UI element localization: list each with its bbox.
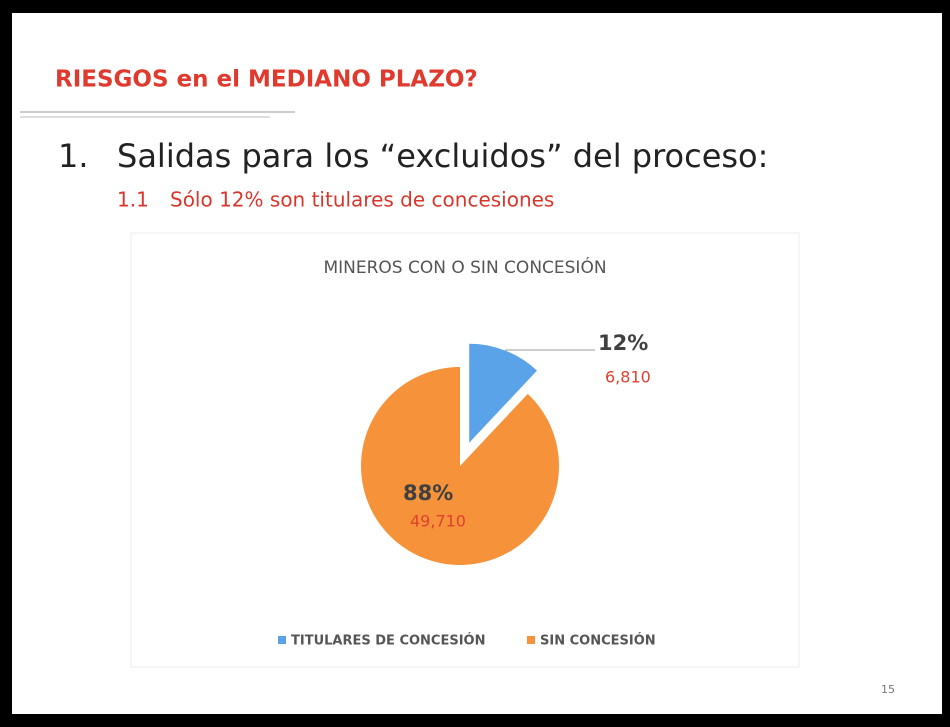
chart-frame — [130, 232, 800, 668]
subheading: Sólo 12% son titulares de concesiones — [170, 188, 554, 212]
percent-label: 88% — [403, 481, 453, 505]
page-number: 15 — [881, 683, 895, 696]
slide-title: RIESGOS en el MEDIANO PLAZO? — [55, 67, 478, 93]
sub-number: 1.1 — [117, 188, 149, 212]
percent-label: 12% — [598, 331, 648, 355]
count-label: 6,810 — [605, 368, 651, 387]
legend-swatch — [527, 636, 535, 644]
count-label: 49,710 — [410, 512, 466, 531]
heading-number: 1. — [58, 137, 89, 175]
chart-title: MINEROS CON O SIN CONCESIÓN — [323, 256, 606, 278]
pie-slice — [360, 367, 559, 565]
heading: Salidas para los “excluidos” del proceso… — [117, 137, 768, 175]
legend-label: TITULARES DE CONCESIÓN — [291, 633, 485, 649]
legend-label: SIN CONCESIÓN — [540, 633, 656, 649]
legend-swatch — [278, 636, 286, 644]
pie-slice — [469, 343, 537, 443]
